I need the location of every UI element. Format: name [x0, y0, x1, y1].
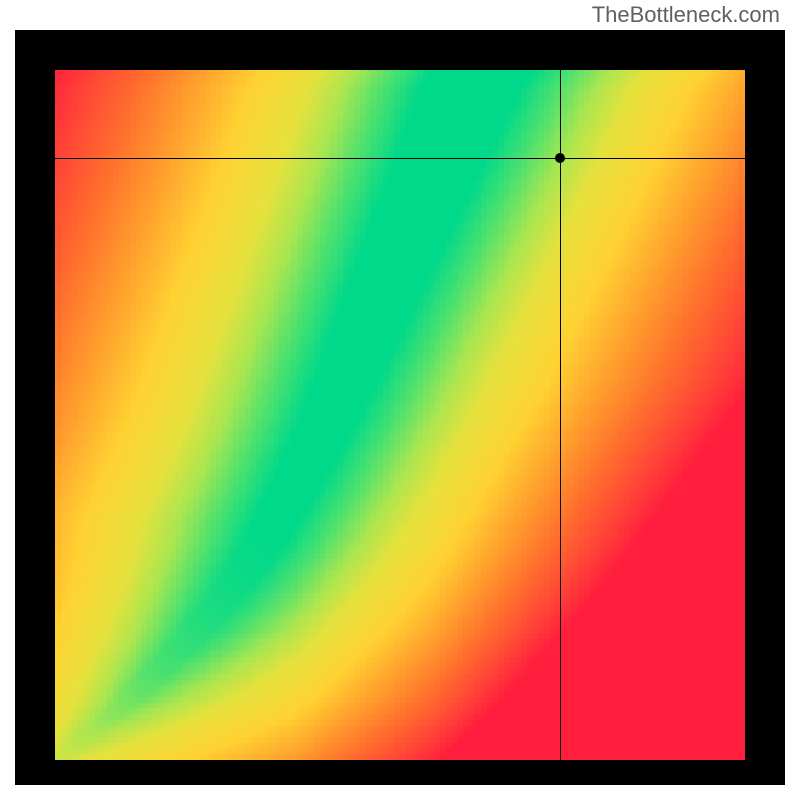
crosshair-vertical: [560, 70, 561, 760]
selected-point-marker: [555, 153, 565, 163]
heatmap-canvas: [55, 70, 745, 760]
bottleneck-heatmap: [15, 30, 785, 785]
crosshair-horizontal: [55, 158, 745, 159]
root: TheBottleneck.com: [0, 0, 800, 800]
attribution-text: TheBottleneck.com: [592, 2, 780, 28]
